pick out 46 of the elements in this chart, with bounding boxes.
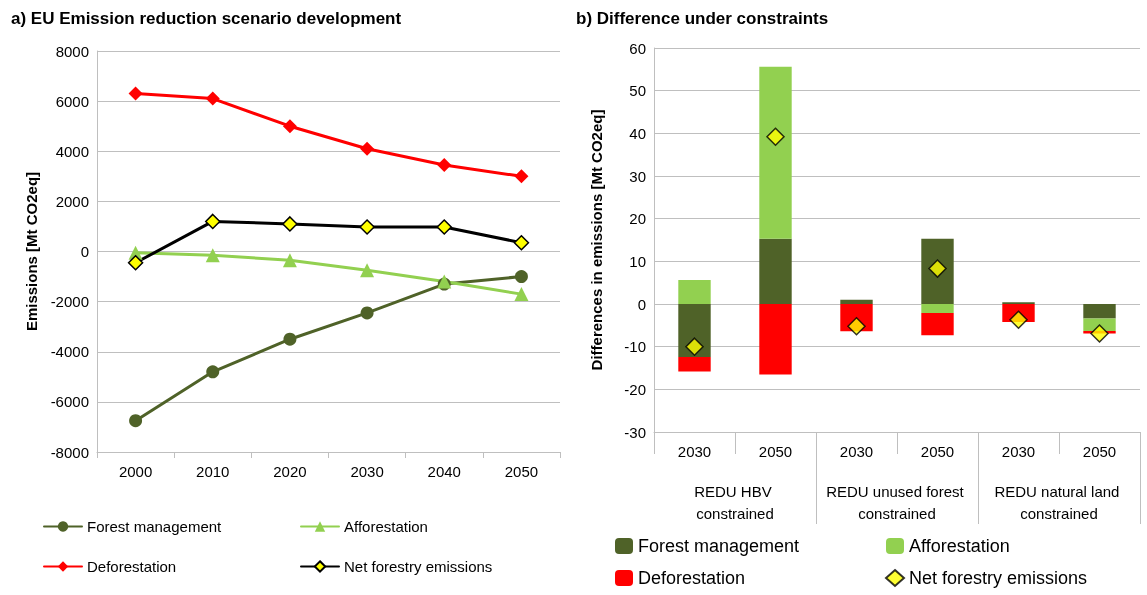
y-tick-label: 4000 (55, 142, 89, 160)
x-tick-label: 2020 (273, 463, 307, 480)
y-axis-title: Emissions [Mt CO2eq] (23, 171, 40, 332)
y-tick-label: -10 (624, 338, 646, 356)
x-tick-label: 2010 (196, 463, 230, 480)
y-tick-label: 60 (629, 39, 646, 57)
text: REDU natural land constrained (994, 482, 1124, 522)
y-tick-label: 6000 (55, 92, 89, 110)
y-tick-label: -30 (624, 423, 646, 441)
y-tick-label: 0 (80, 243, 89, 260)
legend-label: Net forestry emissions (344, 558, 493, 575)
x-tick-label: 2050 (504, 463, 539, 480)
x-tick-label: 2030 (839, 443, 874, 460)
y-axis-title: Differences in emissions [Mt CO2eq] (588, 109, 605, 371)
x-tick-label: 2000 (118, 463, 153, 480)
y-tick-label: 50 (629, 82, 646, 100)
y-tick-label: -20 (624, 380, 646, 398)
text: REDU HBV constrained (694, 482, 776, 522)
legend-label: Deforestation (87, 558, 177, 575)
legend-label: Afforestation (909, 536, 1010, 556)
x-tick-label: 2050 (1082, 443, 1117, 460)
legend-label: Deforestation (638, 568, 746, 588)
x-tick-label: 2050 (758, 443, 793, 460)
y-tick-label: 10 (629, 252, 646, 270)
y-tick-label: -4000 (50, 343, 89, 361)
y-tick-label: 30 (629, 167, 646, 185)
text: REDU unused forest constrained (826, 482, 968, 522)
x-tick-label: 2030 (1001, 443, 1036, 460)
y-tick-label: 20 (629, 210, 646, 228)
y-tick-label: 40 (629, 124, 646, 142)
y-tick-label: -2000 (50, 293, 89, 311)
x-tick-label: 2040 (427, 463, 461, 480)
legend-label: Net forestry emissions (909, 568, 1088, 588)
y-tick-label: -8000 (50, 443, 89, 461)
y-tick-label: 2000 (55, 192, 89, 210)
y-tick-label: 0 (637, 295, 646, 313)
x-tick-label: 2030 (677, 443, 712, 460)
chart-title: b) Difference under constraints (576, 9, 829, 28)
y-tick-label: -6000 (50, 393, 89, 411)
x-tick-label: 2030 (350, 463, 384, 480)
legend-label: Forest management (87, 518, 223, 535)
legend-label: Forest management (638, 536, 800, 556)
x-tick-label: 2050 (920, 443, 955, 460)
chart-title: a) EU Emission reduction scenario development (11, 9, 402, 28)
legend-label: Afforestation (344, 518, 428, 535)
y-tick-label: 8000 (55, 42, 89, 60)
